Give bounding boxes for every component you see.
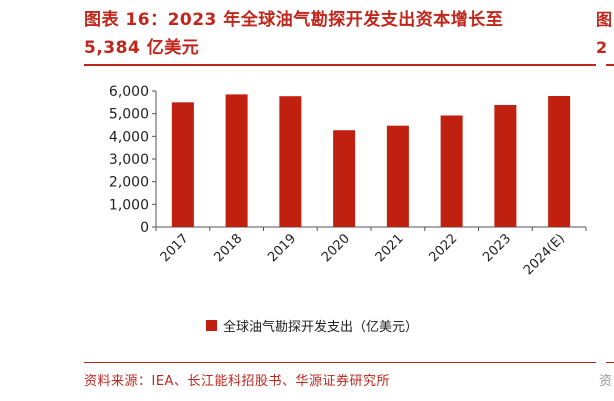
x-tick-label: 2021 (373, 231, 407, 265)
chart-legend: 全球油气勘探开发支出（亿美元） (206, 316, 418, 335)
y-tick-label: 0 (140, 220, 149, 236)
adjacent-source-edge: 资 (598, 374, 612, 389)
chart-title-line-2: 5,384 亿美元 (84, 38, 200, 58)
bar-2019 (279, 96, 302, 227)
x-tick-label: 2018 (211, 231, 245, 265)
y-tick-label: 6,000 (109, 84, 149, 100)
source-note: 资料来源：IEA、长江能科招股书、华源证券研究所 (84, 374, 390, 389)
y-tick-label: 4,000 (109, 129, 149, 145)
x-tick-label: 2024(E) (521, 231, 568, 278)
bar-2017 (171, 102, 194, 227)
x-tick-label: 2019 (265, 231, 299, 265)
y-tick-label: 3,000 (109, 152, 149, 168)
bar-2023 (494, 104, 517, 227)
x-tick-label: 2020 (319, 231, 353, 265)
chart-title: 图表 16：2023 年全球油气勘探开发支出资本增长至 5,384 亿美元 (84, 6, 596, 62)
legend-label: 全球油气勘探开发支出（亿美元） (223, 320, 419, 335)
adjacent-title-line-1: 图 (595, 10, 612, 29)
bar-2018 (225, 94, 248, 228)
title-divider (84, 64, 596, 67)
x-tick-label: 2017 (158, 231, 192, 265)
y-tick-label: 1,000 (109, 197, 149, 213)
adjacent-divider (606, 64, 614, 66)
adjacent-source-divider (606, 362, 614, 363)
chart-title-line-1: 图表 16：2023 年全球油气勘探开发支出资本增长至 (84, 10, 504, 30)
adjacent-title-line-2: 2 (595, 38, 608, 57)
x-tick-label: 2023 (480, 231, 514, 265)
y-tick-label: 5,000 (109, 107, 149, 123)
bar-2020 (333, 130, 356, 227)
x-tick-label: 2022 (426, 231, 460, 265)
source-divider (84, 362, 596, 364)
bar-2024(E) (548, 95, 571, 227)
bar-2022 (440, 115, 463, 227)
legend-swatch (206, 320, 217, 331)
bar-chart: 0 1,000 2,000 3,000 4,000 5,000 6,000 2017 2018 2… (109, 84, 587, 278)
bar-2021 (386, 125, 409, 227)
adjacent-figure-title-edge: 图 2 (596, 6, 612, 62)
y-tick-label: 2,000 (109, 175, 149, 191)
